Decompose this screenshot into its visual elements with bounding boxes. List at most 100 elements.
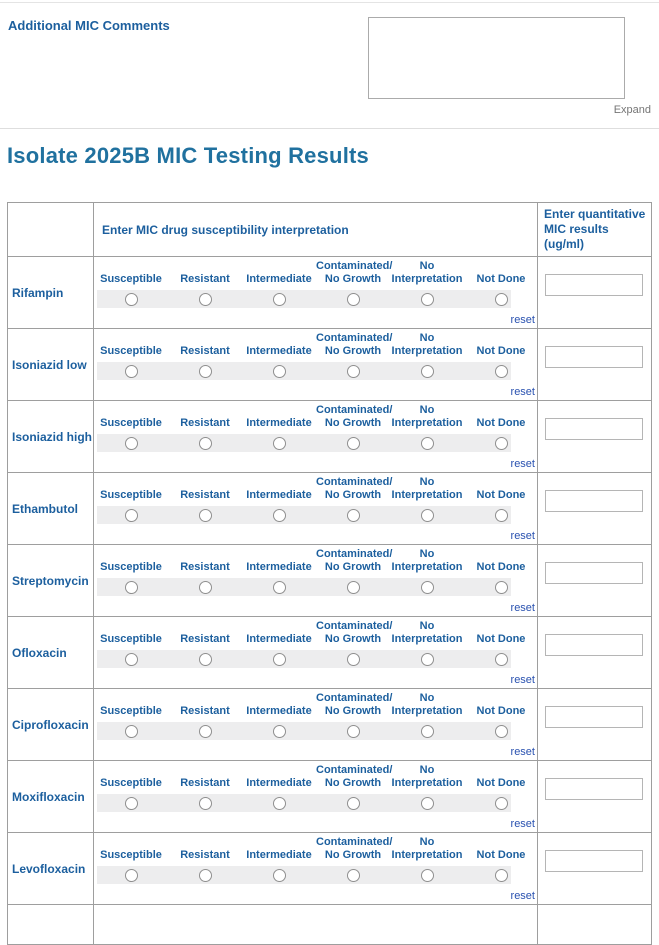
- no-interpretation-label: No Interpretation: [391, 260, 463, 285]
- radio-susceptible[interactable]: [124, 292, 138, 306]
- radio-contaminated-no-growth[interactable]: [346, 292, 360, 306]
- radio-not-done[interactable]: [494, 580, 508, 594]
- reset-link[interactable]: reset: [510, 602, 535, 614]
- radio-no-interpretation[interactable]: [420, 364, 434, 378]
- reset-link[interactable]: reset: [510, 890, 535, 902]
- mic-value-input[interactable]: [545, 706, 643, 728]
- reset-link[interactable]: reset: [510, 818, 535, 830]
- radio-group: [94, 866, 538, 884]
- mic-value-input[interactable]: [545, 850, 643, 872]
- interpretation-cell: Susceptible Resistant Intermediate Conta…: [93, 688, 538, 761]
- contaminated-no-growth-label: Contaminated/ No Growth: [316, 692, 393, 717]
- radio-intermediate[interactable]: [272, 796, 286, 810]
- radio-resistant[interactable]: [198, 508, 212, 522]
- radio-contaminated-no-growth[interactable]: [346, 436, 360, 450]
- radio-resistant[interactable]: [198, 724, 212, 738]
- table-header-row: Enter MIC drug susceptibility interpreta…: [7, 202, 652, 257]
- radio-susceptible[interactable]: [124, 652, 138, 666]
- radio-intermediate[interactable]: [272, 436, 286, 450]
- quantitative-cell: [537, 256, 652, 329]
- radio-contaminated-no-growth[interactable]: [346, 724, 360, 738]
- drug-row: Levofloxacin Susceptible Resistant Inter…: [7, 832, 652, 905]
- contaminated-no-growth-label: Contaminated/ No Growth: [316, 476, 393, 501]
- intermediate-label: Intermediate: [246, 489, 312, 501]
- radio-intermediate[interactable]: [272, 868, 286, 882]
- drug-row: Ethambutol Susceptible Resistant Interme…: [7, 472, 652, 545]
- resistant-label: Resistant: [180, 705, 230, 717]
- radio-contaminated-no-growth[interactable]: [346, 364, 360, 378]
- susceptible-label: Susceptible: [100, 705, 162, 717]
- additional-mic-comments-textarea[interactable]: [368, 17, 625, 99]
- radio-contaminated-no-growth[interactable]: [346, 868, 360, 882]
- radio-not-done[interactable]: [494, 868, 508, 882]
- radio-no-interpretation[interactable]: [420, 436, 434, 450]
- radio-not-done[interactable]: [494, 436, 508, 450]
- radio-contaminated-no-growth[interactable]: [346, 652, 360, 666]
- page-title: Isolate 2025B MIC Testing Results: [7, 143, 369, 168]
- radio-intermediate[interactable]: [272, 580, 286, 594]
- radio-intermediate[interactable]: [272, 364, 286, 378]
- radio-intermediate[interactable]: [272, 508, 286, 522]
- radio-susceptible[interactable]: [124, 508, 138, 522]
- mic-value-input[interactable]: [545, 274, 643, 296]
- radio-not-done[interactable]: [494, 508, 508, 522]
- radio-susceptible[interactable]: [124, 364, 138, 378]
- radio-not-done[interactable]: [494, 364, 508, 378]
- radio-not-done[interactable]: [494, 796, 508, 810]
- radio-susceptible[interactable]: [124, 868, 138, 882]
- radio-resistant[interactable]: [198, 436, 212, 450]
- radio-resistant[interactable]: [198, 796, 212, 810]
- drug-name: Ethambutol: [7, 472, 94, 545]
- mic-value-input[interactable]: [545, 346, 643, 368]
- radio-not-done[interactable]: [494, 724, 508, 738]
- radio-susceptible[interactable]: [124, 796, 138, 810]
- radio-not-done[interactable]: [494, 652, 508, 666]
- radio-no-interpretation[interactable]: [420, 868, 434, 882]
- radio-intermediate[interactable]: [272, 292, 286, 306]
- mic-value-input[interactable]: [545, 634, 643, 656]
- radio-resistant[interactable]: [198, 868, 212, 882]
- not-done-label: Not Done: [476, 273, 526, 285]
- not-done-label: Not Done: [476, 417, 526, 429]
- radio-susceptible[interactable]: [124, 724, 138, 738]
- radio-resistant[interactable]: [198, 580, 212, 594]
- reset-link[interactable]: reset: [510, 530, 535, 542]
- reset-link[interactable]: reset: [510, 458, 535, 470]
- quantitative-cell: [537, 400, 652, 473]
- radio-susceptible[interactable]: [124, 436, 138, 450]
- radio-no-interpretation[interactable]: [420, 796, 434, 810]
- mic-value-input[interactable]: [545, 778, 643, 800]
- expand-link[interactable]: Expand: [613, 104, 651, 116]
- radio-no-interpretation[interactable]: [420, 652, 434, 666]
- clipped-next-row: [7, 904, 652, 945]
- reset-link[interactable]: reset: [510, 674, 535, 686]
- susceptible-label: Susceptible: [100, 273, 162, 285]
- mic-value-input[interactable]: [545, 418, 643, 440]
- drug-name: Ciprofloxacin: [7, 688, 94, 761]
- radio-intermediate[interactable]: [272, 652, 286, 666]
- mic-value-input[interactable]: [545, 562, 643, 584]
- mic-value-input[interactable]: [545, 490, 643, 512]
- reset-link[interactable]: reset: [510, 314, 535, 326]
- radio-susceptible[interactable]: [124, 580, 138, 594]
- not-done-label: Not Done: [476, 489, 526, 501]
- reset-link[interactable]: reset: [510, 386, 535, 398]
- radio-no-interpretation[interactable]: [420, 292, 434, 306]
- radio-no-interpretation[interactable]: [420, 508, 434, 522]
- radio-strip: [94, 434, 537, 452]
- radio-contaminated-no-growth[interactable]: [346, 796, 360, 810]
- radio-not-done[interactable]: [494, 292, 508, 306]
- radio-contaminated-no-growth[interactable]: [346, 508, 360, 522]
- not-done-label: Not Done: [476, 705, 526, 717]
- radio-contaminated-no-growth[interactable]: [346, 580, 360, 594]
- radio-strip: [94, 722, 537, 740]
- radio-resistant[interactable]: [198, 652, 212, 666]
- radio-strip: [94, 794, 537, 812]
- radio-intermediate[interactable]: [272, 724, 286, 738]
- radio-resistant[interactable]: [198, 292, 212, 306]
- radio-resistant[interactable]: [198, 364, 212, 378]
- reset-link[interactable]: reset: [510, 746, 535, 758]
- section-divider: [0, 128, 659, 129]
- radio-no-interpretation[interactable]: [420, 580, 434, 594]
- radio-no-interpretation[interactable]: [420, 724, 434, 738]
